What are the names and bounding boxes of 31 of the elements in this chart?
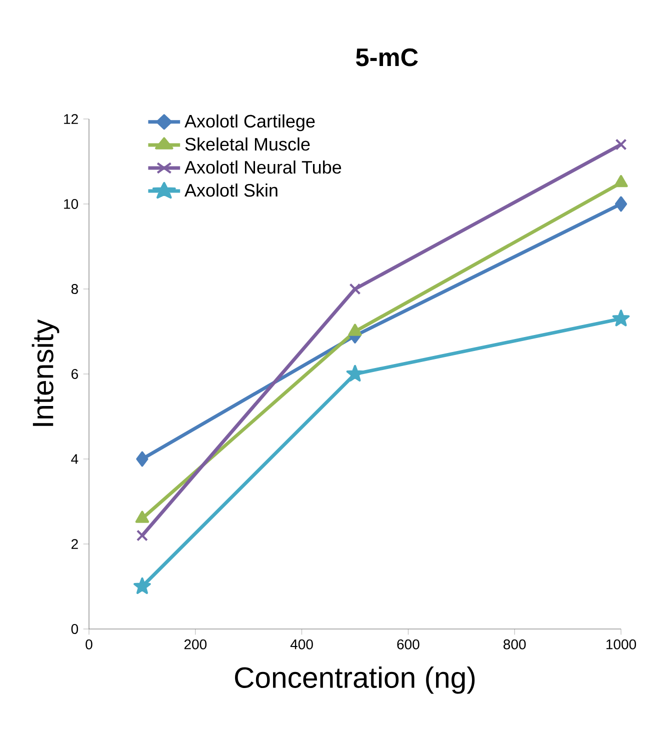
y-axis-title: Intensity	[32, 319, 60, 426]
point	[615, 138, 627, 150]
x-tick-label: 200	[184, 639, 207, 650]
y-tick-label: 2	[72, 539, 78, 549]
y-tick-label: 8	[71, 284, 78, 294]
x-tick-label: 400	[290, 639, 313, 650]
x-tick-label: 1000	[606, 639, 636, 650]
point	[136, 530, 148, 542]
legend-label: Axolotl Cartilege	[184, 114, 315, 132]
point	[346, 364, 364, 382]
y-tick-label: 4	[71, 454, 78, 464]
legend-label: Axolotl Skin	[184, 184, 278, 197]
x-tick-label: 800	[504, 639, 526, 650]
chart-title: 5-mC	[356, 48, 418, 66]
point	[612, 310, 630, 326]
point	[134, 577, 151, 594]
point	[348, 324, 362, 336]
point	[614, 175, 628, 188]
y-tick-label: 10	[64, 199, 78, 209]
x-tick-label: 0	[86, 639, 92, 650]
point	[136, 451, 148, 467]
legend-label: Skeletal Muscle	[185, 137, 310, 151]
point	[135, 510, 150, 523]
point	[614, 196, 628, 212]
y-tick-label: 0	[71, 624, 78, 634]
x-tick-label: 600	[397, 639, 420, 650]
point	[349, 283, 361, 295]
legend-label: Axolotl Neural Tube	[184, 160, 342, 174]
x-axis-title: Concentration (ng)	[235, 666, 475, 694]
y-tick-label: 12	[64, 114, 78, 124]
y-tick-label: 6	[72, 369, 78, 379]
